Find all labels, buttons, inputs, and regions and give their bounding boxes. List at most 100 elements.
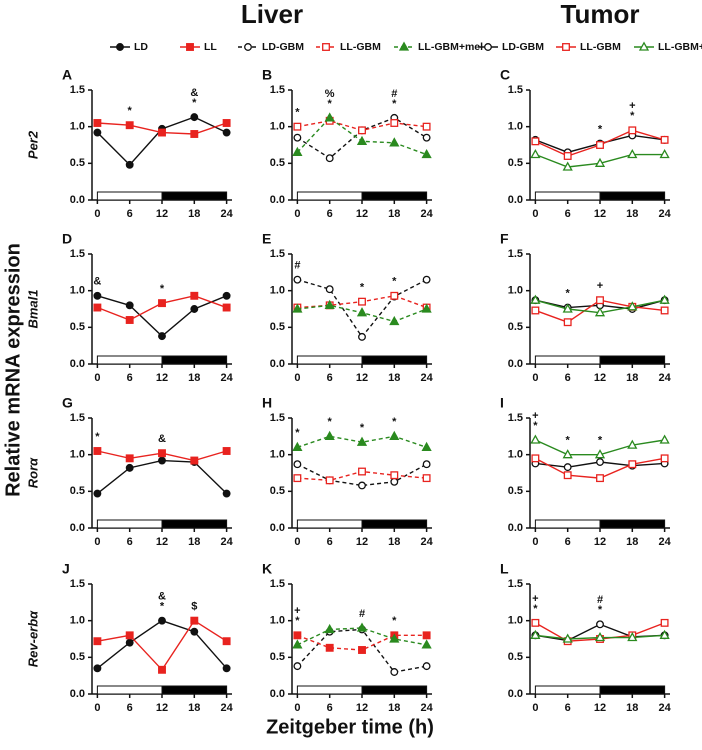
marker	[125, 463, 134, 472]
marker	[422, 631, 431, 640]
marker	[531, 618, 540, 627]
marker	[594, 449, 606, 459]
x-tick-label: 6	[327, 208, 333, 220]
marker	[158, 299, 166, 308]
marker	[628, 460, 637, 469]
significance-mark: *	[392, 416, 397, 428]
y-tick-label: 0.0	[70, 522, 85, 534]
significance-mark: #	[391, 88, 397, 100]
marker	[93, 119, 102, 127]
legend-marker	[398, 41, 410, 51]
y-tick-label: 0.0	[270, 358, 285, 370]
marker	[563, 152, 572, 160]
y-tick-label: 0.0	[508, 688, 523, 700]
significance-mark: $	[191, 601, 197, 613]
marker	[93, 447, 102, 455]
light-phase	[296, 355, 363, 365]
panel-label: G	[62, 395, 73, 411]
marker	[390, 119, 399, 127]
y-tick-label: 0.5	[270, 651, 285, 663]
significance-mark: *	[95, 431, 100, 443]
x-tick-label: 12	[594, 536, 606, 548]
panel-label: F	[500, 231, 509, 247]
series-line	[96, 459, 228, 495]
x-tick-label: 24	[420, 372, 433, 384]
marker	[594, 157, 606, 167]
marker	[292, 639, 303, 649]
marker	[325, 285, 334, 294]
marker	[627, 439, 638, 449]
marker	[594, 631, 606, 642]
dark-phase	[361, 685, 428, 695]
significance-mark: *	[360, 422, 365, 434]
marker	[530, 629, 541, 639]
x-tick-label: 12	[594, 702, 606, 714]
light-phase	[96, 191, 163, 201]
marker	[660, 306, 669, 315]
legend-marker	[322, 43, 330, 51]
y-tick-label: 1.5	[70, 578, 85, 590]
legend-label: LL-GBM	[580, 41, 621, 53]
dark-phase	[361, 355, 428, 365]
x-tick-label: 6	[327, 702, 333, 714]
y-tick-label: 0.0	[270, 194, 285, 206]
x-tick-label: 12	[156, 208, 168, 220]
marker	[158, 616, 166, 625]
marker	[293, 460, 302, 469]
series-line	[297, 634, 427, 651]
column-header: Liver	[241, 0, 303, 29]
y-tick-label: 0.0	[270, 688, 285, 700]
legend-label: LL-GBM	[340, 41, 381, 53]
y-tick-label: 1.5	[70, 412, 85, 424]
y-tick-label: 1.0	[270, 615, 285, 627]
y-tick-label: 1.5	[270, 248, 285, 260]
marker	[324, 623, 335, 634]
y-tick-label: 0.0	[508, 194, 523, 206]
marker	[530, 148, 541, 159]
marker	[659, 629, 670, 639]
legend-marker	[186, 43, 194, 51]
marker	[422, 275, 431, 284]
dark-phase	[361, 191, 428, 201]
x-tick-label: 12	[356, 372, 368, 384]
y-tick-label: 1.0	[70, 615, 85, 627]
x-tick-label: 18	[388, 536, 400, 548]
marker	[596, 296, 604, 305]
marker	[356, 135, 368, 145]
light-phase	[96, 519, 163, 529]
panel-label: H	[262, 395, 272, 411]
x-tick-label: 6	[327, 372, 333, 384]
y-tick-label: 0.5	[70, 157, 85, 169]
x-tick-label: 0	[532, 702, 538, 714]
x-tick-label: 12	[356, 536, 368, 548]
significance-mark: +	[532, 410, 538, 422]
significance-mark: &	[158, 591, 166, 603]
x-tick-label: 18	[188, 536, 200, 548]
marker	[293, 631, 302, 640]
dark-phase	[599, 519, 666, 529]
series-line	[96, 619, 228, 669]
marker	[356, 307, 368, 317]
x-tick-label: 6	[565, 702, 571, 714]
x-tick-label: 24	[220, 208, 233, 220]
marker	[358, 481, 366, 490]
y-tick-label: 1.5	[508, 412, 523, 424]
x-tick-label: 18	[188, 208, 200, 220]
y-tick-label: 1.0	[70, 121, 85, 133]
y-tick-label: 1.5	[270, 578, 285, 590]
significance-mark: +	[597, 280, 603, 292]
significance-mark: *	[392, 98, 397, 110]
marker	[563, 471, 572, 480]
light-phase	[296, 519, 363, 529]
legend-label: LD-GBM	[262, 41, 304, 53]
y-tick-label: 1.0	[70, 285, 85, 297]
marker	[627, 148, 638, 159]
significance-mark: *	[192, 97, 197, 109]
marker	[190, 627, 199, 636]
marker	[422, 474, 431, 483]
marker	[324, 299, 335, 309]
x-tick-label: 24	[658, 702, 671, 714]
x-tick-label: 6	[327, 536, 333, 548]
y-tick-label: 0.5	[70, 485, 85, 497]
significance-mark: *	[566, 287, 571, 299]
